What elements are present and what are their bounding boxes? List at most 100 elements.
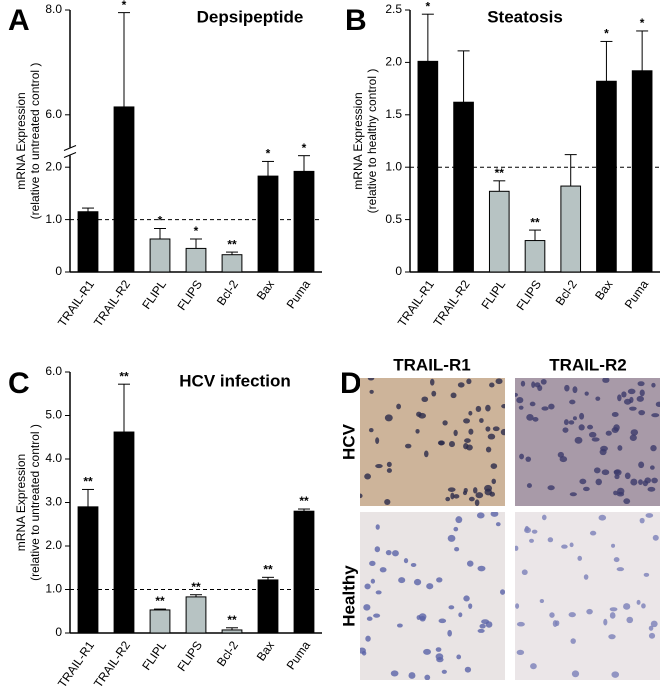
cell (562, 427, 569, 433)
cell (601, 469, 610, 476)
bar (77, 506, 99, 634)
cell (431, 390, 437, 397)
cell (616, 567, 625, 572)
cell (617, 394, 622, 402)
cell (574, 436, 583, 444)
cell (466, 560, 474, 567)
cell (445, 496, 451, 502)
bar (488, 190, 510, 273)
cell (479, 418, 484, 423)
cell (450, 392, 457, 399)
bar (417, 60, 439, 273)
cell (416, 615, 421, 620)
cell (450, 492, 455, 500)
cell (621, 391, 627, 398)
cell (473, 487, 478, 494)
cell (454, 546, 460, 552)
cell (475, 405, 482, 413)
cell (477, 628, 485, 633)
cell (539, 598, 545, 604)
cell (392, 550, 399, 557)
cell (492, 426, 500, 432)
x-tick-label: FLIPL (479, 277, 509, 312)
cell (639, 389, 645, 397)
cell (447, 487, 456, 492)
significance: ** (299, 494, 309, 508)
cell (500, 589, 505, 595)
cell (468, 410, 473, 416)
cell (516, 621, 525, 627)
cell (474, 499, 480, 506)
cell (598, 514, 607, 521)
chart-title: Steatosis (487, 7, 563, 26)
cell (369, 560, 376, 567)
cell (630, 429, 639, 436)
cell (385, 550, 392, 556)
y-tick-label: 1.5 (385, 107, 402, 121)
bar (453, 101, 474, 273)
cell (520, 380, 526, 387)
cell (426, 583, 434, 590)
cell (529, 401, 536, 407)
significance: ** (263, 562, 273, 576)
significance: ** (227, 613, 237, 627)
bar (77, 211, 99, 273)
cell (435, 647, 442, 652)
significance: * (122, 0, 127, 12)
cell (638, 409, 646, 416)
bar (149, 609, 171, 634)
cell (453, 494, 460, 499)
cell (384, 498, 391, 506)
cell (453, 526, 459, 532)
cell (487, 433, 496, 440)
cell (416, 411, 422, 417)
cell (366, 616, 373, 621)
cell (448, 441, 455, 448)
significance: ** (530, 215, 540, 229)
cell (468, 428, 474, 435)
micrograph (360, 512, 505, 680)
y-tick-label: 1.0 (45, 582, 62, 596)
cell (624, 472, 631, 480)
cell (587, 424, 594, 430)
cell (569, 542, 574, 548)
y-axis-label: mRNA Expression (351, 92, 365, 189)
y-tick-label: 5.0 (45, 408, 62, 422)
cell (570, 638, 576, 644)
bar (113, 106, 135, 273)
cell (453, 429, 458, 437)
cell (650, 444, 657, 452)
cell (613, 424, 620, 432)
bar (185, 247, 207, 273)
cell (623, 603, 631, 610)
cell (368, 427, 374, 433)
y-tick-label: 6.0 (45, 364, 62, 378)
cell (398, 577, 406, 584)
micrograph (360, 378, 505, 506)
cell (609, 607, 618, 612)
cell (629, 434, 637, 442)
cell (571, 670, 580, 678)
cell (424, 450, 429, 458)
bar (257, 579, 279, 634)
cell (458, 612, 463, 618)
cell (641, 603, 646, 609)
cell (627, 388, 636, 395)
cell (364, 473, 371, 480)
cell (568, 612, 576, 618)
cell (637, 381, 645, 387)
cell (564, 384, 570, 392)
cell (595, 478, 602, 486)
cell (462, 490, 468, 496)
significance: * (640, 16, 645, 30)
cell (605, 430, 612, 436)
cell (500, 428, 505, 436)
cell (485, 446, 492, 453)
x-tick-label: Bax (254, 278, 277, 303)
bar (524, 240, 546, 273)
cell (375, 590, 382, 595)
y-tick-label: 3.0 (45, 495, 62, 509)
cell (437, 440, 445, 446)
cell (639, 517, 645, 524)
